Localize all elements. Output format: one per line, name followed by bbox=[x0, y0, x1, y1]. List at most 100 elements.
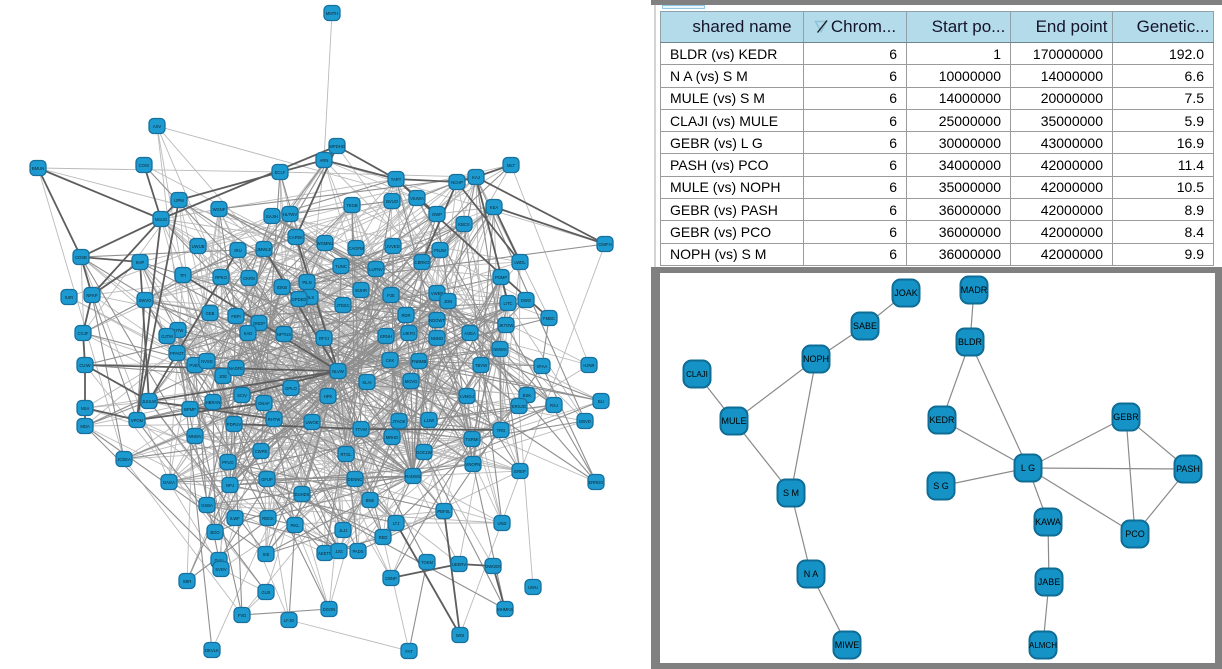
svg-text:GEBR: GEBR bbox=[1113, 412, 1139, 422]
svg-text:CMIFH: CMIFH bbox=[598, 242, 611, 247]
svg-text:DWO: DWO bbox=[521, 298, 532, 303]
svg-text:PPAOT: PPAOT bbox=[170, 351, 184, 356]
svg-text:JUULW: JUULW bbox=[142, 399, 156, 404]
svg-text:JABE: JABE bbox=[1038, 577, 1061, 587]
svg-text:LVMGJ: LVMGJ bbox=[460, 394, 474, 399]
svg-text:DBVD: DBVD bbox=[579, 419, 591, 424]
svg-text:NGUG: NGUG bbox=[155, 217, 168, 222]
svg-text:JKTOW: JKTOW bbox=[499, 323, 514, 328]
svg-text:MRHD: MRHD bbox=[386, 435, 399, 440]
svg-text:GUS: GUS bbox=[261, 590, 270, 595]
svg-text:MULE: MULE bbox=[721, 416, 746, 426]
svg-text:RADWS: RADWS bbox=[405, 474, 421, 479]
svg-text:KBCS: KBCS bbox=[458, 222, 470, 227]
svg-text:GEB: GEB bbox=[206, 311, 215, 316]
svg-text:UWOE: UWOE bbox=[305, 420, 318, 425]
svg-text:KLAI: KLAI bbox=[362, 380, 371, 385]
svg-text:TUNC: TUNC bbox=[335, 264, 347, 269]
svg-text:HBRAN: HBRAN bbox=[206, 400, 221, 405]
svg-text:ONAF: ONAF bbox=[258, 401, 270, 406]
svg-text:NSA: NSA bbox=[81, 406, 90, 411]
svg-text:CGJF: CGJF bbox=[78, 331, 89, 336]
svg-text:PNJW: PNJW bbox=[434, 248, 446, 253]
svg-text:VNOPN: VNOPN bbox=[466, 462, 481, 467]
svg-text:CDSB: CDSB bbox=[75, 255, 87, 260]
svg-text:WOI: WOI bbox=[456, 633, 464, 638]
svg-text:AEETN: AEETN bbox=[318, 551, 332, 556]
svg-text:WJHR: WJHR bbox=[355, 288, 367, 293]
svg-text:KAWA: KAWA bbox=[1035, 517, 1061, 527]
svg-text:ERSJG: ERSJG bbox=[512, 404, 526, 409]
svg-text:BLI: BLI bbox=[598, 399, 604, 404]
svg-text:GOCLW: GOCLW bbox=[416, 450, 432, 455]
svg-text:NNNO: NNNO bbox=[431, 336, 444, 341]
svg-text:NVSG: NVSG bbox=[201, 359, 213, 364]
svg-text:HPK: HPK bbox=[324, 394, 333, 399]
svg-text:MNWV: MNWV bbox=[188, 434, 201, 439]
svg-text:OWP: OWP bbox=[432, 212, 442, 217]
svg-text:JMWLE: JMWLE bbox=[257, 247, 272, 252]
svg-text:MADR: MADR bbox=[961, 285, 988, 295]
svg-text:SCIV: SCIV bbox=[237, 393, 247, 398]
svg-text:EREP: EREP bbox=[514, 469, 526, 474]
svg-text:DGON: DGON bbox=[323, 607, 336, 612]
svg-text:GPLO: GPLO bbox=[285, 386, 297, 391]
svg-text:JON: JON bbox=[444, 299, 452, 304]
svg-text:PADS: PADS bbox=[352, 549, 363, 554]
svg-text:HLTWV: HLTWV bbox=[283, 212, 298, 217]
svg-text:SIE: SIE bbox=[263, 552, 270, 557]
svg-text:MDA: MDA bbox=[80, 424, 90, 429]
svg-text:UWU: UWU bbox=[528, 585, 538, 590]
svg-text:OWOEK: OWOEK bbox=[485, 564, 501, 569]
svg-text:BLDR: BLDR bbox=[958, 337, 983, 347]
svg-text:CKRN: CKRN bbox=[243, 276, 255, 281]
svg-text:VIUWA: VIUWA bbox=[410, 196, 424, 201]
svg-text:PILN: PILN bbox=[302, 280, 311, 285]
svg-text:KAD: KAD bbox=[244, 331, 253, 336]
svg-text:N A: N A bbox=[804, 569, 819, 579]
svg-text:MMTH: MMTH bbox=[326, 11, 339, 16]
svg-text:KEA: KEA bbox=[490, 205, 499, 210]
svg-text:RED: RED bbox=[379, 535, 388, 540]
svg-text:BNE: BNE bbox=[366, 498, 375, 503]
svg-text:LFJO: LFJO bbox=[284, 618, 295, 623]
svg-text:IUIR: IUIR bbox=[65, 295, 73, 300]
svg-text:TTVW: TTVW bbox=[355, 427, 367, 432]
svg-text:CLAJI: CLAJI bbox=[686, 370, 708, 379]
svg-text:CAPEK: CAPEK bbox=[289, 235, 303, 240]
svg-text:HJNR: HJNR bbox=[583, 363, 594, 368]
svg-text:KAJ: KAJ bbox=[472, 175, 480, 180]
svg-text:UEERV: UEERV bbox=[452, 562, 467, 567]
svg-text:WPDHG: WPDHG bbox=[329, 144, 345, 149]
svg-text:PIKL: PIKL bbox=[290, 523, 300, 528]
svg-text:TBVW: TBVW bbox=[475, 363, 487, 368]
svg-text:FMBC: FMBC bbox=[543, 316, 555, 321]
svg-text:OLS: OLS bbox=[306, 295, 315, 300]
svg-text:NMWS: NMWS bbox=[493, 347, 506, 352]
svg-text:FNBMB: FNBMB bbox=[412, 359, 427, 364]
svg-text:SWVO: SWVO bbox=[139, 298, 153, 303]
svg-text:JTBSC: JTBSC bbox=[336, 303, 349, 308]
svg-text:TOKM: TOKM bbox=[421, 560, 434, 565]
svg-text:TEGB: TEGB bbox=[346, 203, 358, 208]
svg-text:PDPUV: PDPUV bbox=[227, 422, 242, 427]
svg-text:KHP: KHP bbox=[136, 260, 145, 265]
svg-text:RFCI: RFCI bbox=[319, 336, 329, 341]
svg-text:PCO: PCO bbox=[1125, 529, 1145, 539]
svg-text:L G: L G bbox=[1021, 463, 1035, 473]
svg-text:UND: UND bbox=[497, 521, 506, 526]
svg-text:JLJJ: JLJJ bbox=[339, 528, 348, 533]
svg-text:BMUN: BMUN bbox=[32, 166, 44, 171]
svg-text:MHMKS: MHMKS bbox=[497, 607, 513, 612]
svg-text:NDOWT: NDOWT bbox=[429, 318, 445, 323]
svg-text:S G: S G bbox=[933, 481, 949, 491]
svg-text:RTGL: RTGL bbox=[340, 452, 352, 457]
svg-text:CKK: CKK bbox=[386, 358, 395, 363]
svg-text:S M: S M bbox=[783, 488, 799, 498]
svg-text:ARN: ARN bbox=[320, 158, 329, 163]
svg-text:LTJ: LTJ bbox=[393, 521, 400, 526]
svg-text:JCEEA: JCEEA bbox=[117, 457, 131, 462]
svg-text:BPMP: BPMP bbox=[184, 407, 196, 412]
svg-text:JVVED: JVVED bbox=[386, 244, 400, 249]
svg-text:MLT: MLT bbox=[507, 163, 516, 168]
